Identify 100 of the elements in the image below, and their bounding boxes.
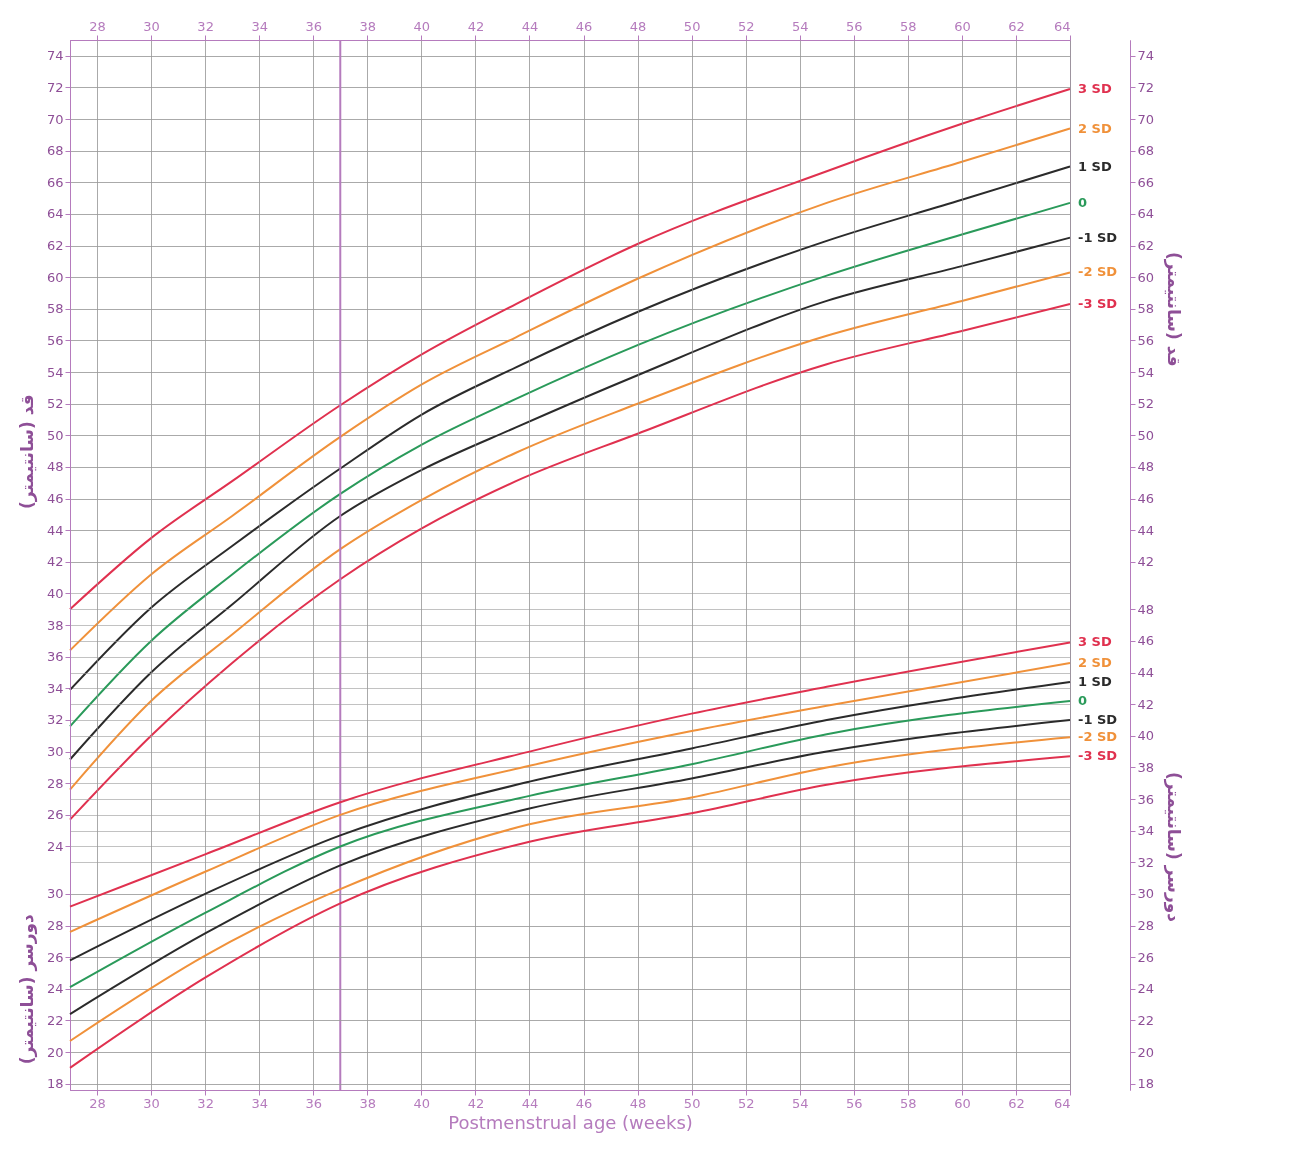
x2-tick-label: 34: [251, 18, 268, 34]
x-tick-label: 50: [683, 1095, 701, 1111]
y-tick-label: 26: [46, 807, 64, 823]
x-tick-label: 36: [305, 1095, 323, 1111]
x2-tick-label: 48: [629, 18, 647, 34]
y-tick-label: 38: [46, 617, 64, 633]
y-tick-label: 34: [46, 680, 64, 696]
y2-tick-label: 48: [1137, 459, 1155, 475]
y2-tick-label: 46: [1137, 491, 1155, 507]
series-label: 1 SD: [1078, 674, 1112, 690]
x-tick-label: 52: [737, 1095, 755, 1111]
x2-tick-label: 52: [737, 18, 755, 34]
y2-tick-label: 38: [1137, 759, 1155, 775]
x2-tick-label: 38: [359, 18, 377, 34]
y2-tick-label: 30: [1137, 886, 1155, 902]
y2-tick-label: 72: [1137, 79, 1155, 95]
y2-tick-label: 44: [1137, 665, 1155, 681]
series-label: -2 SD: [1078, 729, 1118, 745]
y-tick-label: 36: [46, 649, 64, 665]
y2-axis-title: دورسر (سانتیمتر): [1163, 771, 1185, 923]
x-tick-label: 40: [413, 1095, 431, 1111]
x-tick-label: 64: [1053, 1095, 1071, 1111]
x-tick-label: 42: [467, 1095, 485, 1111]
x-tick-label: 28: [89, 1095, 106, 1111]
x-tick-label: 34: [251, 1095, 268, 1111]
x2-tick-label: 40: [413, 18, 431, 34]
x-tick-label: 32: [197, 1095, 214, 1111]
y2-tick-label: 56: [1137, 332, 1155, 348]
series-label: 0: [1078, 194, 1088, 210]
x-tick-label: 62: [1008, 1095, 1025, 1111]
series-label: 0: [1078, 692, 1088, 708]
x2-tick-label: 58: [900, 18, 917, 34]
y2-tick-label: 40: [1137, 728, 1155, 744]
y-tick-label: 28: [46, 775, 64, 791]
y-tick-label: 42: [46, 554, 64, 570]
y2-tick-label: 52: [1137, 396, 1155, 412]
series-label: 1 SD: [1078, 158, 1112, 174]
y2-tick-label: 74: [1137, 48, 1155, 64]
x-tick-label: 44: [521, 1095, 539, 1111]
y2-tick-label: 46: [1137, 633, 1155, 649]
x-tick-label: 58: [900, 1095, 917, 1111]
x2-tick-label: 50: [683, 18, 701, 34]
y2-tick-label: 36: [1137, 791, 1155, 807]
x2-tick-label: 46: [575, 18, 593, 34]
y2-tick-label: 60: [1137, 269, 1155, 285]
y-tick-label: 46: [46, 491, 64, 507]
series-label: -1 SD: [1078, 711, 1118, 727]
y-axis-title: قد (سانتیمتر): [16, 394, 38, 509]
y2-tick-label: 58: [1137, 301, 1155, 317]
y-tick-label: 24: [46, 838, 64, 854]
y2-tick-label: 32: [1137, 854, 1155, 870]
x2-tick-label: 54: [791, 18, 809, 34]
y-tick-label: 60: [46, 269, 64, 285]
y2-tick-label: 26: [1137, 949, 1155, 965]
y2-tick-label: 62: [1137, 238, 1155, 254]
y-tick-label: 30: [46, 886, 64, 902]
series-label: 2 SD: [1078, 655, 1112, 671]
y-axis-title: دورسر (سانتیمتر): [16, 913, 38, 1065]
y-tick-label: 40: [46, 585, 64, 601]
y2-tick-label: 22: [1137, 1012, 1155, 1028]
series-label: 3 SD: [1078, 81, 1112, 97]
y2-tick-label: 44: [1137, 522, 1155, 538]
y2-tick-label: 18: [1137, 1076, 1155, 1092]
series-label: -1 SD: [1078, 229, 1118, 245]
y-tick-label: 50: [46, 427, 64, 443]
x2-tick-label: 56: [846, 18, 863, 34]
y-tick-label: 56: [46, 332, 64, 348]
y2-tick-label: 64: [1137, 206, 1155, 222]
y-tick-label: 26: [46, 949, 64, 965]
x2-tick-label: 64: [1053, 18, 1071, 34]
y2-tick-label: 42: [1137, 554, 1155, 570]
y-tick-label: 32: [46, 712, 64, 728]
x-tick-label: 48: [629, 1095, 647, 1111]
y2-tick-label: 42: [1137, 696, 1155, 712]
x-tick-label: 46: [575, 1095, 593, 1111]
y2-tick-label: 68: [1137, 143, 1155, 159]
y2-tick-label: 50: [1137, 427, 1155, 443]
y2-tick-label: 48: [1137, 601, 1155, 617]
y2-tick-label: 24: [1137, 981, 1155, 997]
y-tick-label: 44: [46, 522, 64, 538]
y-tick-label: 28: [46, 918, 64, 934]
y-tick-label: 24: [46, 981, 64, 997]
x2-tick-label: 36: [305, 18, 323, 34]
y-tick-label: 58: [46, 301, 64, 317]
y-tick-label: 70: [46, 111, 64, 127]
series-label: -3 SD: [1078, 296, 1118, 312]
x-tick-label: 56: [846, 1095, 863, 1111]
series-label: 2 SD: [1078, 120, 1112, 136]
y-tick-label: 68: [46, 143, 64, 159]
y-tick-label: 52: [46, 396, 64, 412]
y-tick-label: 66: [46, 174, 64, 190]
x-tick-label: 54: [791, 1095, 809, 1111]
y-tick-label: 22: [46, 1012, 64, 1028]
y-tick-label: 64: [46, 206, 64, 222]
y2-tick-label: 70: [1137, 111, 1155, 127]
y2-tick-label: 28: [1137, 918, 1155, 934]
x-tick-label: 30: [143, 1095, 160, 1111]
y-tick-label: 18: [46, 1076, 64, 1092]
y2-tick-label: 54: [1137, 364, 1155, 380]
y2-axis-title: قد (سانتیمتر): [1163, 251, 1185, 367]
